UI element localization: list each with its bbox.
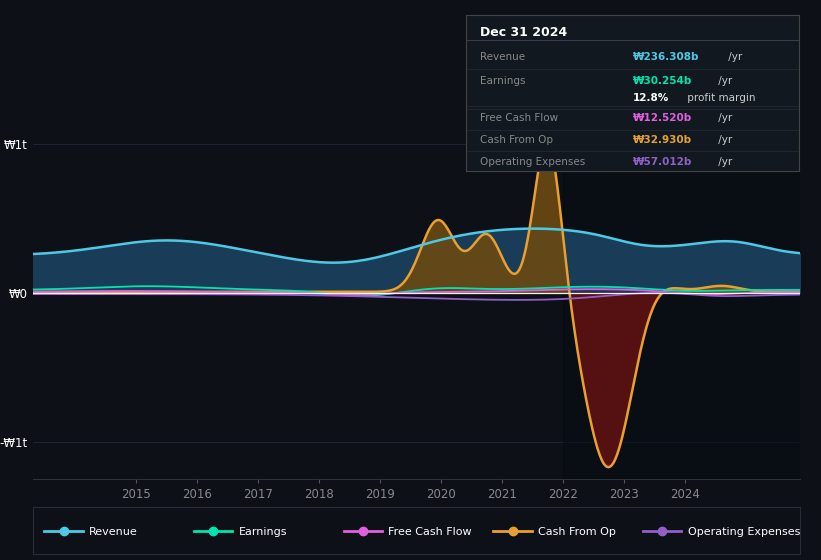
Text: Revenue: Revenue <box>89 526 138 536</box>
Text: /yr: /yr <box>715 76 732 86</box>
Text: ₩30.254b: ₩30.254b <box>632 76 692 86</box>
Text: ₩32.930b: ₩32.930b <box>632 135 692 145</box>
Text: Operating Expenses: Operating Expenses <box>688 526 800 536</box>
Bar <box>563 106 800 479</box>
Text: ₩57.012b: ₩57.012b <box>632 157 692 167</box>
Text: Earnings: Earnings <box>479 76 525 86</box>
Text: /yr: /yr <box>715 113 732 123</box>
Text: Operating Expenses: Operating Expenses <box>479 157 585 167</box>
Text: ₩236.308b: ₩236.308b <box>632 53 699 63</box>
Text: Cash From Op: Cash From Op <box>538 526 616 536</box>
Text: /yr: /yr <box>715 157 732 167</box>
Text: /yr: /yr <box>725 53 743 63</box>
Text: Cash From Op: Cash From Op <box>479 135 553 145</box>
Text: ₩12.520b: ₩12.520b <box>632 113 692 123</box>
Text: 12.8%: 12.8% <box>632 93 669 103</box>
Text: profit margin: profit margin <box>684 93 755 103</box>
Text: Dec 31 2024: Dec 31 2024 <box>479 26 566 39</box>
Text: Free Cash Flow: Free Cash Flow <box>388 526 472 536</box>
Text: Earnings: Earnings <box>239 526 287 536</box>
Text: Revenue: Revenue <box>479 53 525 63</box>
Text: /yr: /yr <box>715 135 732 145</box>
Text: Free Cash Flow: Free Cash Flow <box>479 113 557 123</box>
